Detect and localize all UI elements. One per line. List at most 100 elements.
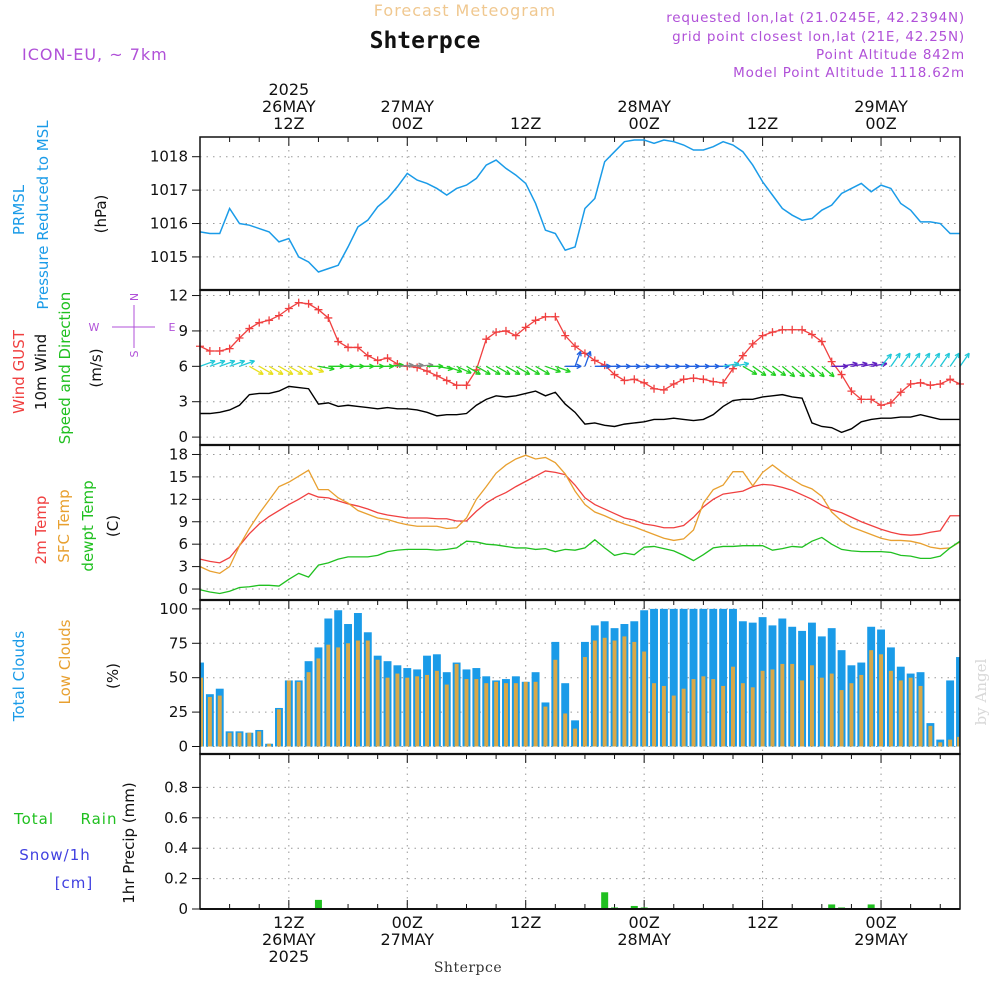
wind-arrow-head <box>504 369 511 375</box>
y-tick-label: 3 <box>178 393 188 411</box>
wind-arrow <box>456 365 472 374</box>
gust-point <box>926 381 935 390</box>
gust-point <box>857 395 866 404</box>
wind-arrow <box>298 365 313 375</box>
y-tick-label: 1017 <box>150 181 188 199</box>
wind-arrow-head <box>544 369 550 375</box>
y-tick-label: 6 <box>178 357 188 375</box>
time-label-top: 12Z <box>273 114 304 133</box>
bar-low-cloud <box>809 665 814 747</box>
gust-point <box>334 337 343 346</box>
wind-arrow-head <box>524 369 531 375</box>
y-tick-label: 1018 <box>150 148 188 166</box>
precip-panel-labels: Total Rain Snow/1h [cm] 1hr Precip (mm) <box>13 782 138 903</box>
y-tick-label: 75 <box>169 634 188 652</box>
gust-point <box>659 385 668 394</box>
bar-low-cloud <box>642 651 647 747</box>
bar-low-cloud <box>200 677 203 747</box>
bar-rain <box>630 905 638 909</box>
wind-arrow <box>861 362 878 367</box>
bar-total-cloud <box>659 608 668 747</box>
gust-point <box>304 299 313 308</box>
gust-point <box>669 380 678 389</box>
wind-arrow-head <box>799 371 806 378</box>
info-line-2: grid point closest lon,lat (21E, 42.25N) <box>672 29 965 45</box>
wind-arrow <box>268 365 284 375</box>
gust-point <box>284 304 293 313</box>
panel-0: 1015 1016 1017 1018 <box>150 136 961 291</box>
wind-arrow <box>288 365 304 375</box>
y-tick-label: 1016 <box>150 215 188 233</box>
wind-arrow-head <box>586 350 592 357</box>
wind-gust-label: Wind GUST <box>10 329 28 414</box>
y-tick-label: 0 <box>178 737 188 755</box>
wind-arrow-head <box>915 352 921 359</box>
time-label-bottom: 26MAY <box>262 930 316 949</box>
wind-arrow <box>397 364 414 367</box>
bar-low-cloud <box>711 679 716 747</box>
time-label-bottom: 2025 <box>268 947 309 966</box>
bar-low-cloud <box>434 670 439 747</box>
bar-low-cloud <box>849 683 854 747</box>
bar-low-cloud <box>760 670 765 747</box>
gust-point <box>324 313 333 322</box>
location-title: Shterpce <box>370 28 481 54</box>
pressure-msl-label: Pressure Reduced to MSL <box>34 120 52 310</box>
gust-point <box>442 376 451 385</box>
bar-low-cloud <box>721 685 726 747</box>
compass-icon: N S W E <box>89 293 176 358</box>
wind-arrow-head <box>268 369 274 375</box>
y-tick-label: 50 <box>169 669 188 687</box>
wind-arrow <box>555 365 571 373</box>
bar-low-cloud <box>938 742 943 747</box>
bar-low-cloud <box>839 690 844 747</box>
wind-arrow-head <box>934 352 941 359</box>
y-tick-label: 1015 <box>150 248 188 266</box>
wind-arrow <box>446 365 463 373</box>
gust-point <box>215 346 224 355</box>
bar-low-cloud <box>661 685 666 747</box>
wind-arrow-head <box>809 371 815 378</box>
y-tick-label: 3 <box>178 558 188 576</box>
bar-total-cloud <box>709 608 718 747</box>
wind-arrow <box>436 365 453 370</box>
wind-arrow <box>219 360 235 367</box>
panel-1: 0 3 6 9 12 <box>169 287 970 446</box>
y-tick-label: 12 <box>169 490 188 508</box>
panel-frame <box>199 753 961 910</box>
series-line-temp2m <box>199 470 960 564</box>
gust-point <box>788 325 797 334</box>
y-tick-label: 6 <box>178 535 188 553</box>
wind-arrow <box>959 352 970 367</box>
bar-low-cloud <box>859 674 864 747</box>
gust-point <box>501 326 510 335</box>
wind-arrow-head <box>258 369 264 375</box>
gust-point <box>245 324 254 333</box>
wind-arrow-head <box>495 369 501 375</box>
wind-arrow <box>742 365 758 375</box>
wind-arrow-head <box>829 371 835 378</box>
wind-arrow <box>545 365 561 373</box>
temp-unit-label: (C) <box>104 515 122 537</box>
bar-low-cloud <box>701 676 706 747</box>
wind-arrow-head <box>770 370 777 377</box>
wind-arrow <box>910 352 921 367</box>
gust-point <box>294 298 303 307</box>
bar-low-cloud <box>928 725 933 747</box>
bar-low-cloud <box>898 680 903 747</box>
time-label-top: 26MAY <box>262 97 316 116</box>
y-tick-label: 0 <box>178 900 188 918</box>
y-tick-label: 18 <box>169 445 188 463</box>
wind-arrow <box>505 365 521 375</box>
y-tick-label: 0.6 <box>164 809 188 827</box>
wind-arrow-head <box>514 369 521 375</box>
time-label-bottom: 00Z <box>628 913 659 932</box>
y-tick-label: 25 <box>169 703 188 721</box>
bar-low-cloud <box>286 680 291 747</box>
wind-arrow <box>772 365 786 377</box>
bar-low-cloud <box>869 650 874 747</box>
gust-point <box>640 378 649 387</box>
gust-point <box>778 325 787 334</box>
wind-arrow <box>476 365 491 375</box>
gust-point <box>511 331 520 340</box>
